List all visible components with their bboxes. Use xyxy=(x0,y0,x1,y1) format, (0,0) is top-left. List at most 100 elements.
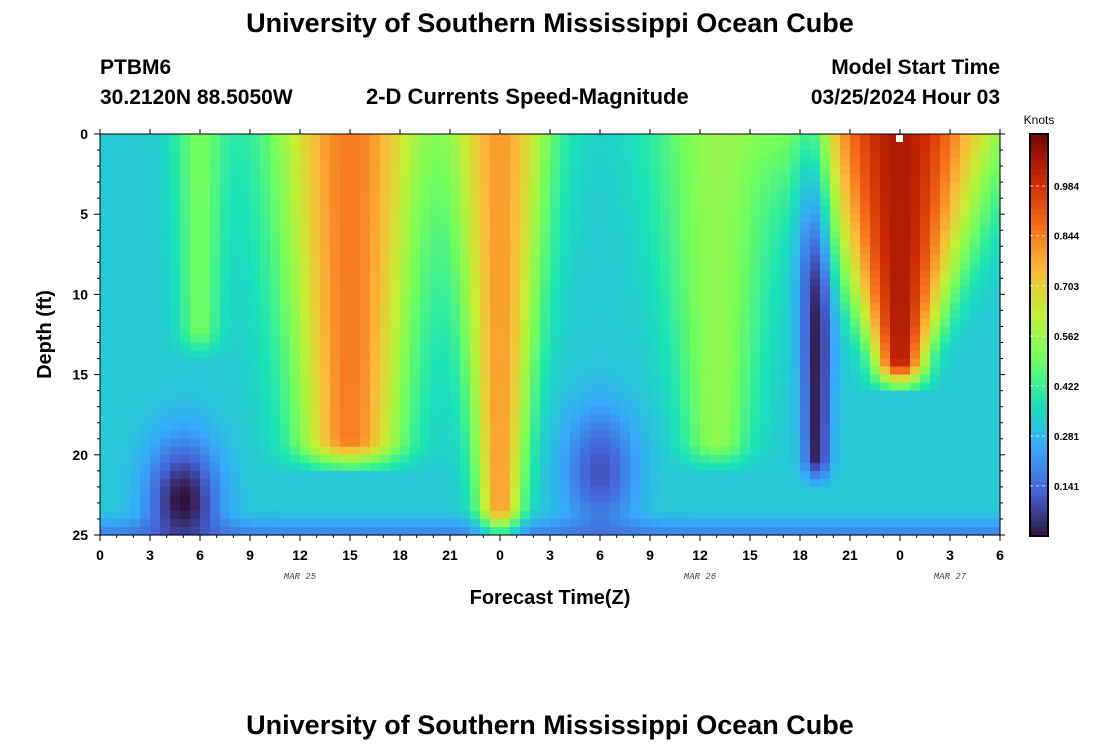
heatmap-cell xyxy=(600,142,611,151)
heatmap-cell xyxy=(980,326,991,336)
heatmap-cell xyxy=(200,430,211,440)
heatmap-cell xyxy=(530,454,541,464)
heatmap-cell xyxy=(480,438,491,448)
heatmap-cell xyxy=(370,238,381,247)
heatmap-cell xyxy=(870,262,881,271)
heatmap-cell xyxy=(760,246,771,255)
heatmap-cell xyxy=(460,222,471,231)
heatmap-cell xyxy=(230,270,241,279)
heatmap-cell xyxy=(670,510,681,520)
heatmap-cell xyxy=(700,142,711,151)
heatmap-cell xyxy=(760,142,771,151)
heatmap-cell xyxy=(260,270,271,279)
heatmap-cell xyxy=(720,182,731,191)
heatmap-cell xyxy=(520,518,531,528)
heatmap-cell xyxy=(980,286,991,295)
heatmap-cell xyxy=(840,238,851,247)
heatmap-cell xyxy=(260,166,271,175)
heatmap-cell xyxy=(750,270,761,279)
heatmap-cell xyxy=(170,190,181,199)
heatmap-cell xyxy=(690,158,701,167)
heatmap-cell xyxy=(610,302,621,312)
heatmap-cell xyxy=(410,166,421,175)
heatmap-cell xyxy=(860,182,871,191)
heatmap-cell xyxy=(620,238,631,247)
heatmap-cell xyxy=(760,214,771,223)
heatmap-cell xyxy=(590,350,601,360)
heatmap-cell xyxy=(790,238,801,247)
heatmap-cell xyxy=(390,470,401,480)
heatmap-cell xyxy=(900,158,911,167)
heatmap-cell xyxy=(740,446,751,456)
heatmap-cell xyxy=(980,198,991,207)
heatmap-cell xyxy=(410,454,421,464)
heatmap-cell xyxy=(180,142,191,151)
heatmap-cell xyxy=(390,462,401,472)
heatmap-cell xyxy=(400,366,411,376)
heatmap-cell xyxy=(460,510,471,520)
heatmap-cell xyxy=(900,246,911,255)
heatmap-cell xyxy=(760,150,771,159)
heatmap-cell xyxy=(100,182,111,191)
heatmap-cell xyxy=(620,270,631,279)
heatmap-cell xyxy=(400,502,411,512)
heatmap-cell xyxy=(820,366,831,376)
heatmap-cell xyxy=(730,406,741,416)
heatmap-cell xyxy=(310,518,321,528)
heatmap-cell xyxy=(580,486,591,496)
heatmap-cell xyxy=(570,158,581,167)
heatmap-cell xyxy=(550,286,561,295)
heatmap-cell xyxy=(410,486,421,496)
heatmap-cell xyxy=(300,326,311,336)
heatmap-cell xyxy=(140,526,151,536)
heatmap-cell xyxy=(640,518,651,528)
heatmap-cell xyxy=(140,166,151,175)
heatmap-cell xyxy=(100,350,111,360)
colorbar-swatch xyxy=(1030,380,1048,386)
heatmap-cell xyxy=(350,198,361,207)
heatmap-cell xyxy=(180,366,191,376)
heatmap-cell xyxy=(600,278,611,287)
heatmap-cell xyxy=(230,374,241,384)
heatmap-cell xyxy=(440,222,451,231)
heatmap-cell xyxy=(300,502,311,512)
heatmap-cell xyxy=(180,182,191,191)
heatmap-cell xyxy=(260,422,271,432)
heatmap-cell xyxy=(480,390,491,400)
heatmap-cell xyxy=(100,478,111,488)
heatmap-cell xyxy=(110,254,121,263)
heatmap-cell xyxy=(780,390,791,400)
heatmap-cell xyxy=(520,222,531,231)
heatmap-cell xyxy=(510,294,521,304)
heatmap-cell xyxy=(930,414,941,424)
heatmap-cell xyxy=(850,414,861,424)
heatmap-cell xyxy=(170,382,181,392)
heatmap-cell xyxy=(810,422,821,432)
heatmap-cell xyxy=(370,134,381,143)
heatmap-cell xyxy=(660,278,671,287)
heatmap-cell xyxy=(260,486,271,496)
heatmap-cell xyxy=(430,158,441,167)
heatmap-cell xyxy=(100,310,111,320)
heatmap-cell xyxy=(640,302,651,312)
heatmap-cell xyxy=(710,174,721,183)
heatmap-cell xyxy=(130,430,141,440)
heatmap-cell xyxy=(750,326,761,336)
heatmap-cell xyxy=(980,318,991,328)
heatmap-cell xyxy=(450,382,461,392)
heatmap-cell xyxy=(190,150,201,159)
heatmap-cell xyxy=(390,526,401,536)
heatmap-cell xyxy=(920,326,931,336)
heatmap-cell xyxy=(640,334,651,344)
heatmap-cell xyxy=(380,414,391,424)
heatmap-cell xyxy=(590,406,601,416)
heatmap-cell xyxy=(390,190,401,199)
heatmap-cell xyxy=(950,382,961,392)
heatmap-cell xyxy=(280,470,291,480)
heatmap-cell xyxy=(380,190,391,199)
heatmap-cell xyxy=(730,294,741,304)
heatmap-cell xyxy=(610,334,621,344)
heatmap-cell xyxy=(510,150,521,159)
heatmap-cell xyxy=(530,446,541,456)
heatmap-cell xyxy=(610,326,621,336)
